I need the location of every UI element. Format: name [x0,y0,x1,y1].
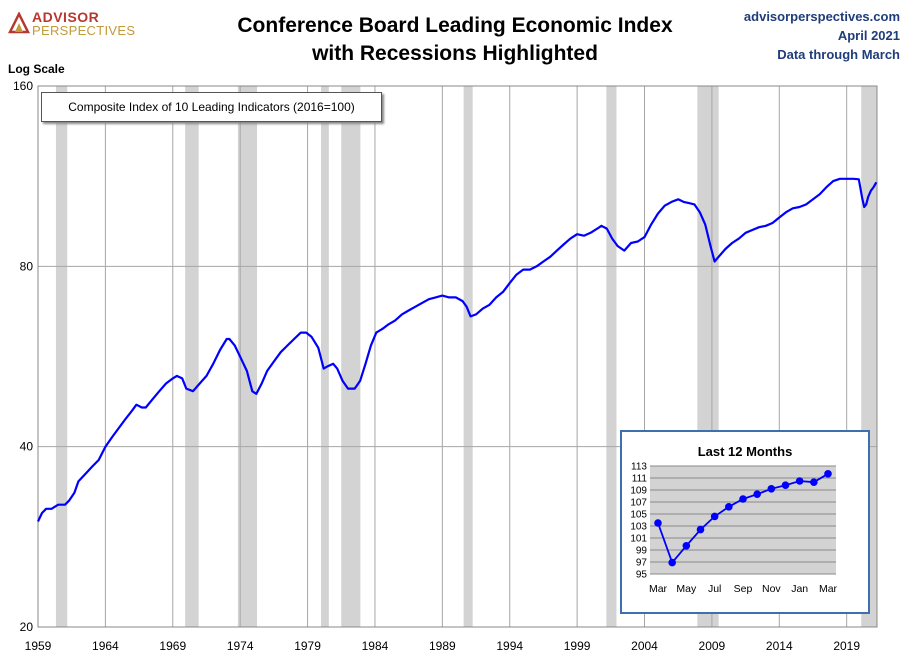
inset-data-point [767,485,776,493]
recession-band [606,86,617,627]
inset-x-tick-label: Jan [791,583,808,595]
recession-band [55,86,68,627]
advisor-perspectives-logo: ADVISOR PERSPECTIVES [8,9,138,39]
inset-data-point [739,495,747,503]
inset-x-tick-label: Nov [762,583,781,595]
x-tick-label: 1979 [294,639,321,653]
legend-box: Composite Index of 10 Leading Indicators… [41,92,382,122]
inset-last-12-months: Last 12 Months 95 97 99 101 103 105 107 109 111 1… [620,430,870,614]
inset-data-point [824,470,832,478]
source-info: advisorperspectives.com April 2021 Data … [744,7,900,64]
x-tick-label: 1964 [92,639,119,653]
recession-band [321,86,329,627]
y-tick-label: 20 [20,620,34,634]
inset-x-tick-label: May [676,583,697,595]
inset-y-tick-label: 111 [632,474,648,485]
inset-y-tick-label: 107 [630,498,647,509]
logo-mark-icon [8,12,30,34]
x-tick-label: 1994 [496,639,523,653]
logo-text-advisor: ADVISOR [32,9,100,25]
x-tick-label: 1989 [429,639,456,653]
x-tick-label: 2004 [631,639,658,653]
inset-x-tick-label: Jul [708,583,721,595]
y-tick-label: 40 [20,440,34,454]
x-tick-label: 1969 [159,639,186,653]
inset-data-point [810,478,818,486]
inset-data-point [753,490,761,498]
x-tick-label: 1974 [227,639,254,653]
inset-y-tick-label: 99 [636,546,648,557]
x-tick-label: 1999 [564,639,591,653]
inset-data-point [682,542,691,550]
inset-y-tick-label: 103 [630,522,647,533]
x-tick-label: 2009 [699,639,726,653]
x-tick-label: 1959 [25,639,52,653]
chart-title-line1: Conference Board Leading Economic Index [237,14,673,37]
x-tick-label: 1984 [362,639,389,653]
inset-title: Last 12 Months [697,444,793,459]
inset-data-point [795,477,804,485]
x-tick-label: 2014 [766,639,793,653]
site-url: advisorperspectives.com [743,9,900,24]
recession-band [463,86,473,627]
inset-y-tick-label: 113 [631,462,647,473]
y-axis-label: Log Scale [8,62,65,76]
inset-data-point [696,525,705,534]
inset-y-tick-label: 101 [630,534,647,545]
inset-y-tick-label: 97 [636,558,648,569]
inset-data-point [654,519,662,527]
inset-y-tick-label: 95 [636,570,648,581]
lei-series-line [37,177,878,522]
inset-plot-area [650,466,836,574]
inset-x-tick-label: Mar [819,583,838,595]
chart-title: Conference Board Leading Economic Index … [205,12,705,68]
recession-band [185,86,199,627]
recession-band [237,86,258,627]
inset-data-point [725,503,733,511]
x-tick-label: 2019 [833,639,860,653]
inset-x-tick-label: Mar [649,583,668,595]
inset-x-tick-label: Sep [734,583,753,595]
y-tick-label: 80 [20,259,34,273]
inset-data-point [781,481,790,489]
inset-y-tick-label: 109 [630,486,647,497]
data-through: Data through March [777,47,900,62]
inset-y-tick-label: 105 [630,510,647,521]
inset-data-point [710,512,719,521]
plot-border [37,85,878,628]
chart-title-line2: with Recessions Highlighted [312,42,598,65]
publish-date: April 2021 [837,28,900,43]
logo-text-perspectives: PERSPECTIVES [32,23,136,38]
recession-band [341,86,361,627]
y-tick-label: 160 [13,79,33,93]
inset-data-point [668,558,676,567]
